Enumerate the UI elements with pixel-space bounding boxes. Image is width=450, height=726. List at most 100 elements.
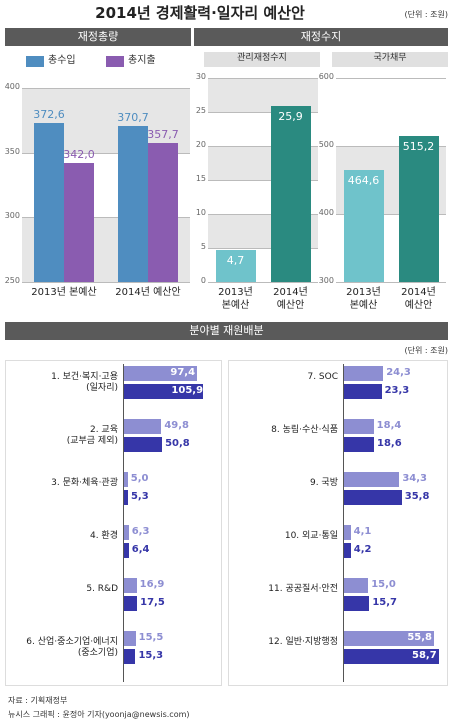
bar [124,543,129,558]
section-bar [5,28,191,46]
value-label: 5,3 [130,491,149,502]
x-tick-label: 2013년 본예산 [218,287,253,311]
value-label: 25,9 [278,109,303,123]
sub-header [332,52,448,67]
value-label: 16,9 [139,579,165,590]
y-tick-label: 350 [4,146,20,156]
bar [124,472,128,487]
x-tick-label: 2014년 예산안 [401,287,436,311]
bar [344,596,370,611]
grid-line [336,78,446,79]
value-label: 58,7 [411,650,437,661]
bar [344,525,351,540]
value-label: 370,7 [117,110,149,124]
x-tick-label: 2013년 본예산 [31,287,97,298]
grid-line [336,282,446,283]
sub-header [204,52,320,67]
grid-line [208,248,318,249]
value-label: 17,5 [140,597,165,608]
legend-swatch [26,56,44,67]
bar [344,419,374,434]
y-tick-label: 30 [195,72,206,81]
bar [124,631,136,646]
value-label: 18,4 [376,420,402,431]
y-tick-label: 600 [318,72,334,81]
value-label: 4,7 [226,254,245,268]
section-title: 분야별 재원배분 [189,324,264,337]
grid-line [208,112,318,113]
category-label: 3. 문화·체육·관광 [51,478,118,488]
bar [124,384,204,399]
value-label: 6,4 [131,544,150,555]
value-label: 6,3 [131,526,150,537]
grid-line [208,180,318,181]
value-label: 464,6 [347,174,380,188]
bar [344,543,351,558]
y-tick-label: 5 [200,242,206,251]
axis-line [123,364,124,682]
grid-line [22,88,190,89]
bar [124,419,162,434]
bar [344,490,402,505]
value-label: 50,8 [165,438,190,449]
value-label: 105,9 [171,385,204,396]
section-bar [5,322,448,340]
y-tick-label: 10 [195,208,206,217]
bar [215,250,256,282]
value-label: 34,3 [402,473,427,484]
bar [270,105,311,282]
legend-swatch [106,56,124,67]
category-label: 11. 공공질서·안전 [268,584,338,594]
x-tick-label: 2014년 예산안 [273,287,308,311]
bar [344,384,382,399]
legend-label: 총수입 [48,55,76,66]
bar [344,472,400,487]
bar [124,578,137,593]
source: 자료 : 기획재정부 [8,696,68,705]
y-tick-label: 400 [4,82,20,91]
grid-line [336,214,446,215]
bar [124,596,138,611]
bar [64,163,94,282]
y-tick-label: 300 [4,211,20,221]
value-label: 97,4 [170,367,196,378]
bar [124,649,136,664]
bar [124,490,128,505]
category-label: 6. 산업·중소기업·에너지 (중소기업) [26,637,118,659]
grid-line [22,282,190,283]
category-label: 2. 교육 (교부금 제외) [66,425,118,447]
value-label: 4,1 [353,526,372,537]
value-label: 372,6 [33,108,65,122]
section-title: 재정총량 [77,30,119,43]
y-tick-label: 20 [195,140,206,149]
grid-line [22,152,190,154]
section-title: 재정수지 [300,30,342,43]
grid-line [208,146,318,147]
legend-label: 총지출 [128,55,156,66]
y-tick-label: 0 [200,276,206,285]
panel [228,360,448,686]
y-tick-label: 300 [318,276,334,285]
bar [124,525,129,540]
category-label: 8. 농림·수산·식품 [271,425,338,435]
credit: 뉴시스 그래픽 : 윤정아 기자(yoonja@newsis.com) [8,710,190,719]
chart-title: 국가채무 [373,53,407,63]
value-label: 18,6 [377,438,402,449]
y-tick-label: 400 [318,208,334,217]
value-label: 15,0 [371,579,396,590]
value-label: 5,0 [130,473,149,484]
category-label: 10. 외교·통일 [284,531,338,541]
value-label: 15,5 [138,632,164,643]
unit: (단위 : 조원) [404,346,448,355]
value-label: 342,0 [63,148,95,161]
category-label: 1. 보건·복지·고용 (일자리) [51,372,118,394]
category-label: 5. R&D [86,584,118,594]
section-bar [194,28,448,46]
value-label: 55,8 [407,632,432,643]
grid-line [22,217,190,219]
bar [344,631,434,646]
grid-line [336,146,446,147]
bar [344,437,374,452]
bar [148,142,178,282]
x-tick-label: 2013년 본예산 [346,287,381,311]
